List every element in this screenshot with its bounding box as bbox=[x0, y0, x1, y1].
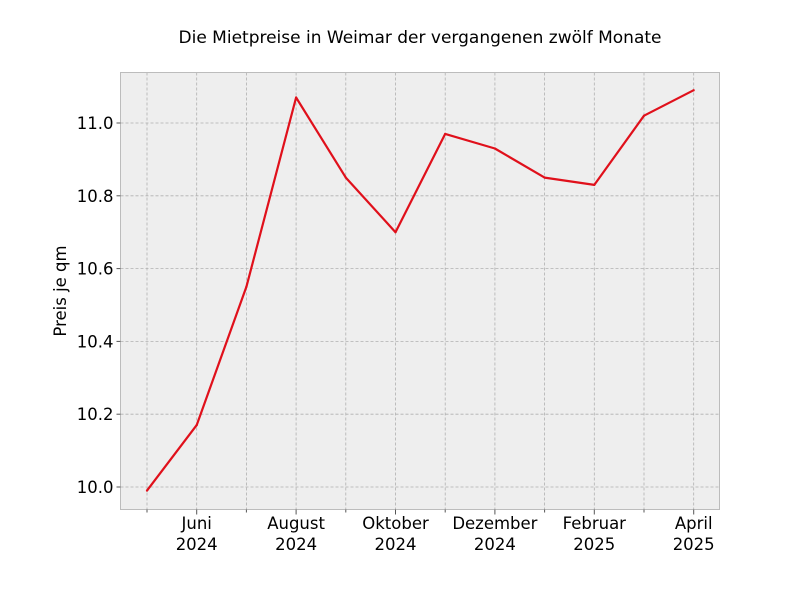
x-tick-label-year: 2024 bbox=[375, 535, 417, 554]
x-tick-label-month: Juni bbox=[181, 514, 212, 533]
x-tick-label-month: August bbox=[267, 514, 325, 533]
data-point bbox=[493, 147, 496, 150]
x-tick-label-year: 2025 bbox=[573, 535, 615, 554]
series-line bbox=[146, 89, 695, 492]
x-tick-label-month: Dezember bbox=[452, 514, 537, 533]
x-tick-label-year: 2025 bbox=[673, 535, 715, 554]
data-point bbox=[692, 89, 695, 92]
y-tick-label: 11.0 bbox=[77, 114, 114, 133]
x-tick-label-month: Februar bbox=[563, 514, 627, 533]
grid-lines bbox=[120, 72, 720, 510]
data-point bbox=[642, 114, 646, 117]
x-tick-label-year: 2024 bbox=[474, 535, 516, 554]
data-point bbox=[593, 183, 596, 186]
data-point bbox=[344, 176, 347, 179]
y-tick-label: 10.8 bbox=[77, 187, 114, 206]
x-tick-label-month: Oktober bbox=[362, 514, 429, 533]
data-point bbox=[295, 96, 298, 99]
data-point bbox=[394, 231, 397, 234]
data-point bbox=[195, 424, 198, 427]
x-tick-label-month: April bbox=[675, 514, 713, 533]
series-layer bbox=[145, 89, 695, 492]
chart-title: Die Mietpreise in Weimar der vergangenen… bbox=[179, 28, 662, 48]
y-axis-label: Preis je qm bbox=[51, 245, 70, 336]
data-point bbox=[245, 285, 248, 288]
y-tick-label: 10.4 bbox=[77, 332, 114, 351]
data-point bbox=[543, 176, 546, 179]
data-point bbox=[145, 489, 149, 492]
x-tick-label-year: 2024 bbox=[275, 535, 317, 554]
y-tick-label: 10.2 bbox=[77, 405, 114, 424]
data-point bbox=[444, 132, 447, 136]
y-tick-label: 10.6 bbox=[77, 260, 114, 279]
plot-frame bbox=[120, 72, 720, 510]
plot-area bbox=[120, 72, 720, 510]
y-tick-label: 10.0 bbox=[77, 478, 114, 497]
axis-ticks: 10.0 10.2 10.4 10.6 10.8 11.0 Juni 2024 August 20… bbox=[77, 114, 715, 554]
x-tick-label-year: 2024 bbox=[176, 535, 218, 554]
